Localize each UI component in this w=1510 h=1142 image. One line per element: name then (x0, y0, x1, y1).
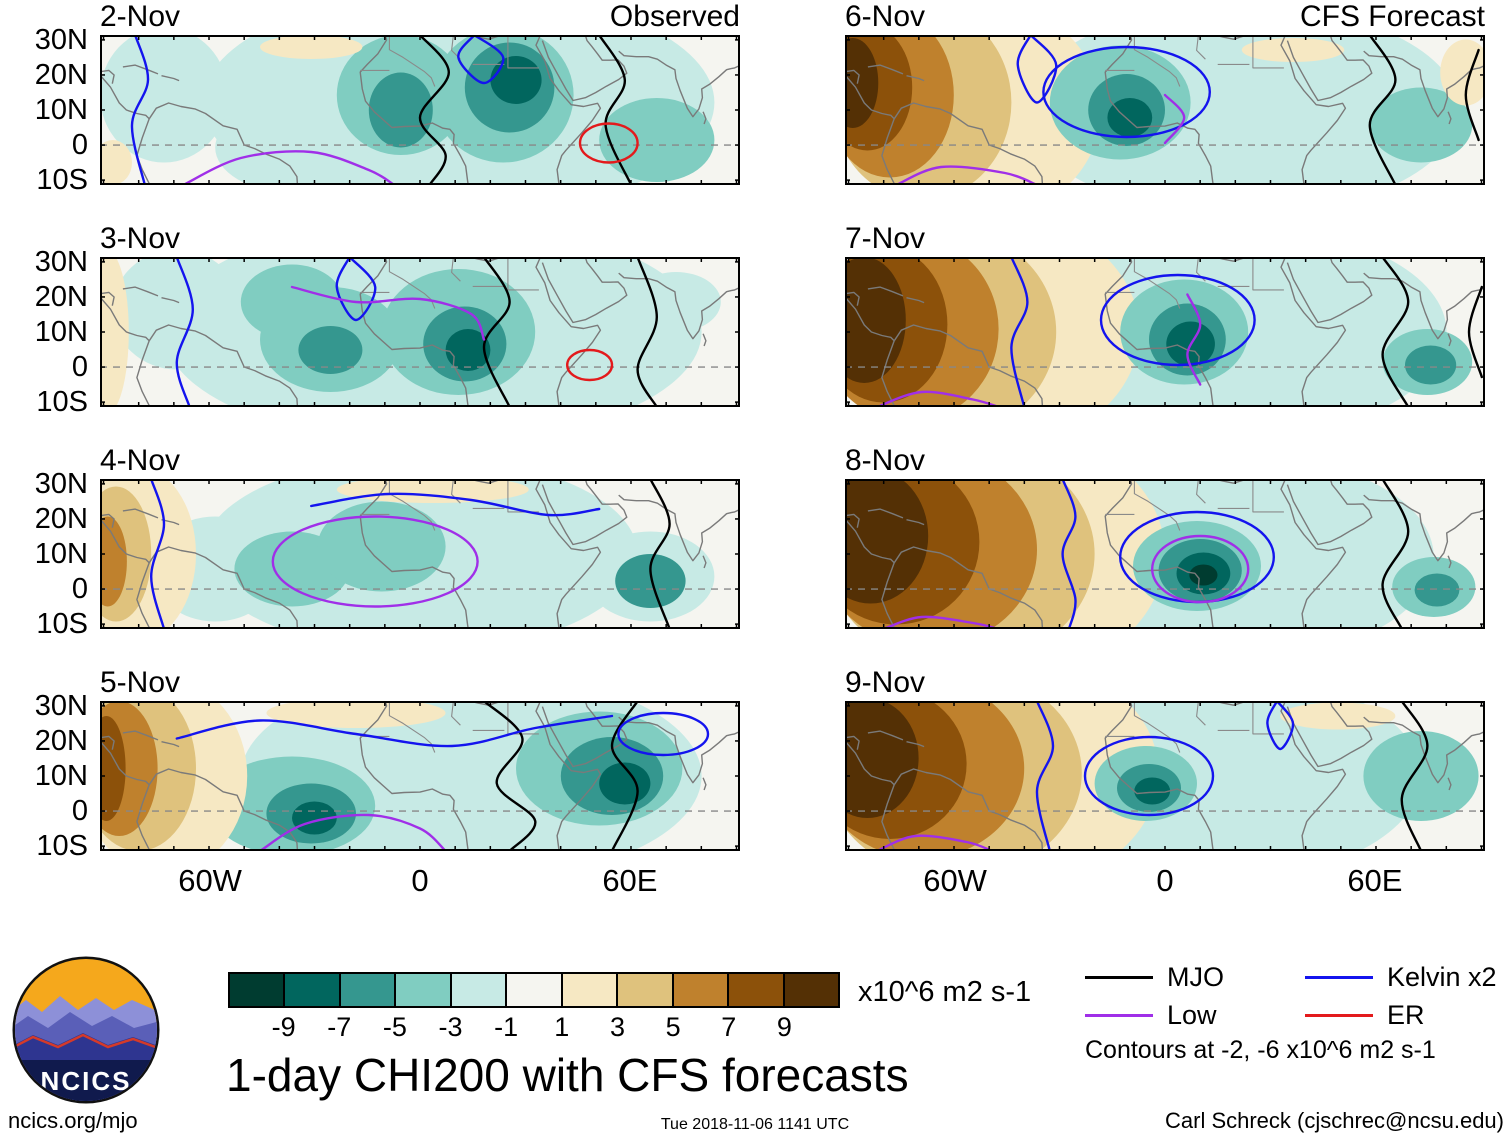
legend-line-kelvin-x2 (1305, 975, 1373, 979)
legend-label-kelvin-x2: Kelvin x2 (1387, 962, 1497, 992)
footer-credit: Carl Schreck (cjschrec@ncsu.edu) (1165, 1108, 1504, 1133)
map-panel-svg-3-Nov (100, 257, 740, 407)
lat-tick-label-30N: 30N (34, 245, 88, 278)
colorbar (228, 972, 840, 1008)
ncics-logo: NCICS (8, 952, 164, 1108)
colorbar-tick--1: -1 (494, 1012, 519, 1042)
colorbar-cell-6 (562, 974, 619, 1006)
panel-date-label-8-Nov: 8-Nov (845, 444, 926, 477)
colorbar-cell-5 (507, 974, 563, 1006)
lat-tick-label-0: 0 (71, 351, 88, 384)
legend-item-kelvin-x2: Kelvin x2 (1305, 962, 1497, 992)
colorbar-cell-3 (396, 974, 452, 1006)
map-panel-9-Nov (845, 701, 1485, 851)
lat-tick-label-10S: 10S (36, 386, 88, 419)
lat-tick-label-10S: 10S (36, 608, 88, 641)
lat-tick-label-10N: 10N (34, 316, 88, 348)
lon-tick-label-right-60E: 60E (1347, 863, 1403, 898)
map-panel-svg-7-Nov (845, 257, 1485, 407)
lat-tick-label-10S: 10S (36, 164, 88, 197)
map-panel-8-Nov (845, 479, 1485, 629)
legend-item-er: ER (1305, 1000, 1425, 1030)
colorbar-cell-7 (618, 974, 674, 1006)
colorbar-cell-10 (784, 974, 838, 1006)
lat-tick-label-10N: 10N (34, 760, 88, 792)
figure-title: 1-day CHI200 with CFS forecasts (226, 1049, 909, 1101)
panel-date-label-2-Nov: 2-Nov (100, 0, 181, 33)
map-panel-3-Nov (100, 257, 740, 407)
colorbar-units-label: x10^6 m2 s-1 (858, 976, 1032, 1008)
colorbar-cell-1 (285, 974, 341, 1006)
lon-tick-label-right-60W: 60W (923, 863, 987, 898)
map-panel-2-Nov (100, 35, 740, 185)
panel-date-label-4-Nov: 4-Nov (100, 444, 181, 477)
lon-tick-label-left-60W: 60W (178, 863, 242, 898)
lon-tick-label-left-0: 0 (411, 863, 429, 898)
panel-date-label-3-Nov: 3-Nov (100, 222, 181, 255)
colorbar-tick-7: 7 (721, 1012, 737, 1042)
colorbar-tick--9: -9 (271, 1012, 296, 1042)
ncics-logo-image: NCICS (12, 956, 160, 1104)
legend-contour-note: Contours at -2, -6 x10^6 m2 s-1 (1085, 1036, 1436, 1064)
panel-date-label-7-Nov: 7-Nov (845, 222, 926, 255)
lat-tick-label-0: 0 (71, 129, 88, 162)
map-panel-6-Nov (845, 35, 1485, 185)
map-panel-svg-9-Nov (845, 701, 1485, 851)
lat-tick-label-0: 0 (71, 573, 88, 606)
panel-date-label-5-Nov: 5-Nov (100, 666, 181, 699)
colorbar-cell-8 (673, 974, 730, 1006)
lat-tick-label-30N: 30N (34, 689, 88, 722)
legend-item-low: Low (1085, 1000, 1217, 1030)
lat-tick-label-10S: 10S (36, 830, 88, 863)
lat-tick-label-30N: 30N (34, 23, 88, 56)
lat-tick-label-0: 0 (71, 795, 88, 828)
lat-tick-label-30N: 30N (34, 467, 88, 500)
map-panel-svg-4-Nov (100, 479, 740, 629)
footer-timestamp: Tue 2018-11-06 1141 UTC (660, 1116, 850, 1133)
map-panel-4-Nov (100, 479, 740, 629)
map-panel-svg-2-Nov (100, 35, 740, 185)
panel-date-label-6-Nov: 6-Nov (845, 0, 926, 33)
colorbar-cell-0 (230, 974, 286, 1006)
legend-item-mjo: MJO (1085, 962, 1224, 992)
legend-line-mjo (1085, 975, 1153, 979)
colorbar-tick-1: 1 (554, 1012, 570, 1042)
lat-tick-label-20N: 20N (34, 58, 88, 91)
legend-line-low (1085, 1013, 1153, 1017)
legend-label-er: ER (1387, 1000, 1425, 1030)
colorbar-tick--3: -3 (438, 1012, 463, 1042)
map-panel-7-Nov (845, 257, 1485, 407)
column-title-observed: Observed (609, 0, 740, 33)
colorbar-tick--5: -5 (382, 1012, 407, 1042)
map-panel-5-Nov (100, 701, 740, 851)
map-panel-svg-5-Nov (100, 701, 740, 851)
colorbar-cell-4 (451, 974, 508, 1006)
lat-tick-label-20N: 20N (34, 280, 88, 313)
lat-tick-label-20N: 20N (34, 724, 88, 757)
panel-date-label-9-Nov: 9-Nov (845, 666, 926, 699)
footer-url: ncics.org/mjo (8, 1108, 138, 1133)
colorbar-cell-9 (729, 974, 785, 1006)
colorbar-tick-3: 3 (609, 1012, 625, 1042)
column-title-cfs-forecast: CFS Forecast (1299, 0, 1485, 33)
logo-text: NCICS (41, 1066, 132, 1096)
colorbar-tick--7: -7 (327, 1012, 352, 1042)
legend-line-er (1305, 1013, 1373, 1017)
legend-label-low: Low (1167, 1000, 1217, 1030)
map-panel-svg-6-Nov (845, 35, 1485, 185)
lon-tick-label-right-0: 0 (1156, 863, 1174, 898)
colorbar-tick-5: 5 (665, 1012, 681, 1042)
lat-tick-label-10N: 10N (34, 538, 88, 570)
lat-tick-label-10N: 10N (34, 94, 88, 126)
lat-tick-label-20N: 20N (34, 502, 88, 535)
legend-label-mjo: MJO (1167, 962, 1224, 992)
colorbar-tick-9: 9 (776, 1012, 792, 1042)
map-panel-svg-8-Nov (845, 479, 1485, 629)
lon-tick-label-left-60E: 60E (602, 863, 658, 898)
colorbar-cell-2 (340, 974, 397, 1006)
